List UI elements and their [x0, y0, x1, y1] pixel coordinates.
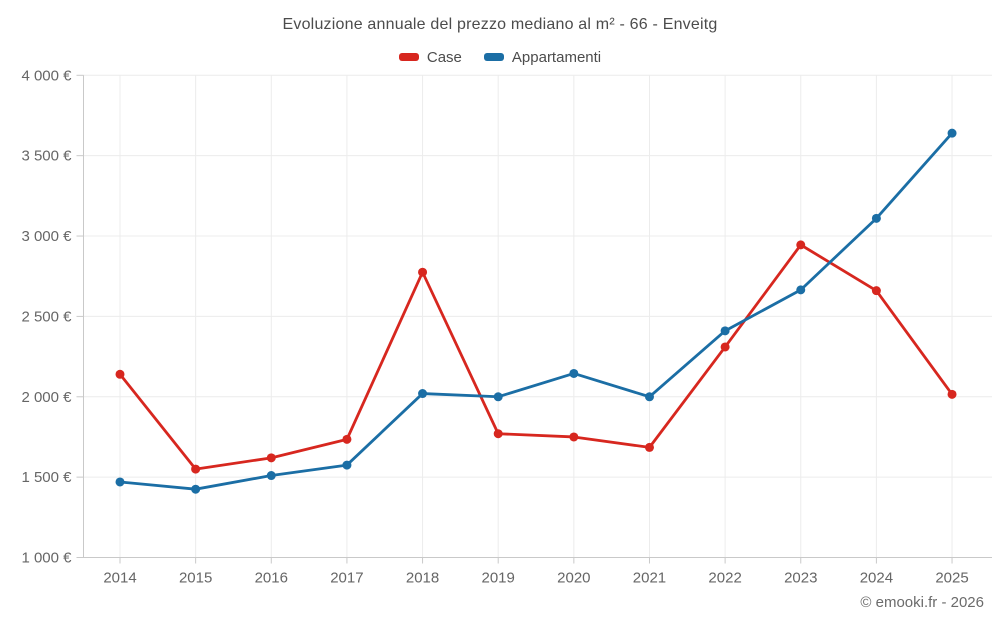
x-tick-label: 2020 [557, 570, 590, 587]
appartamenti-point-2015[interactable] [191, 484, 201, 494]
legend-label-case: Case [426, 48, 462, 66]
appartamenti-point-2025[interactable] [947, 128, 957, 138]
x-tick-label: 2023 [784, 570, 817, 587]
y-tick-label: 1 000 € [21, 550, 72, 567]
x-tick-label: 2017 [330, 570, 363, 587]
case-point-2020[interactable] [569, 432, 579, 442]
appartamenti-point-2016[interactable] [266, 471, 276, 481]
appartamenti-line [118, 131, 954, 491]
x-tick-label: 2015 [179, 570, 212, 587]
appartamenti-point-2022[interactable] [720, 326, 730, 336]
appartamenti-point-2023[interactable] [796, 285, 806, 295]
appartamenti-point-2024[interactable] [871, 213, 881, 223]
chart-title: Evoluzione annuale del prezzo mediano al… [282, 16, 718, 33]
case-point-2025[interactable] [947, 389, 957, 399]
appartamenti-point-2018[interactable] [418, 389, 428, 399]
case-point-2024[interactable] [871, 286, 881, 296]
appartamenti-point-2019[interactable] [493, 392, 503, 402]
y-tick-label: 3 000 € [21, 228, 72, 245]
case-point-2019[interactable] [493, 429, 503, 439]
x-tick-label: 2014 [103, 570, 136, 587]
case-point-2018[interactable] [418, 267, 428, 277]
case-swatch-icon [398, 53, 419, 61]
x-tick-label: 2016 [255, 570, 288, 587]
appartamenti-swatch-icon [483, 53, 504, 61]
case-point-2017[interactable] [342, 434, 352, 444]
case-point-2014[interactable] [115, 369, 125, 379]
y-tick-label: 2 500 € [21, 308, 72, 325]
appartamenti-point-2014[interactable] [115, 477, 125, 487]
legend-label-appartamenti: Appartamenti [511, 48, 602, 66]
x-tick-label: 2022 [708, 570, 741, 587]
x-tick-label: 2021 [633, 570, 666, 587]
x-tick-label: 2018 [406, 570, 439, 587]
appartamenti-point-2021[interactable] [644, 392, 654, 402]
y-tick-label: 3 500 € [21, 148, 72, 165]
x-tick-label: 2019 [482, 570, 515, 587]
x-tick-label: 2024 [860, 570, 893, 587]
appartamenti-point-2017[interactable] [342, 460, 352, 470]
copyright: © emooki.fr - 2026 [860, 594, 984, 611]
legend: Case Appartamenti [0, 47, 1000, 67]
appartamenti-point-2020[interactable] [569, 368, 579, 378]
case-point-2023[interactable] [796, 240, 806, 250]
case-point-2021[interactable] [644, 442, 654, 452]
legend-item-appartamenti[interactable]: Appartamenti [483, 48, 602, 66]
y-tick-label: 4 000 € [21, 67, 72, 84]
case-line [118, 243, 954, 471]
case-point-2016[interactable] [266, 453, 276, 463]
y-tick-label: 1 500 € [21, 469, 72, 486]
x-tick-label: 2025 [935, 570, 968, 587]
case-point-2015[interactable] [191, 464, 201, 474]
y-tick-label: 2 000 € [21, 389, 72, 406]
legend-item-case[interactable]: Case [398, 48, 462, 66]
case-point-2022[interactable] [720, 342, 730, 352]
